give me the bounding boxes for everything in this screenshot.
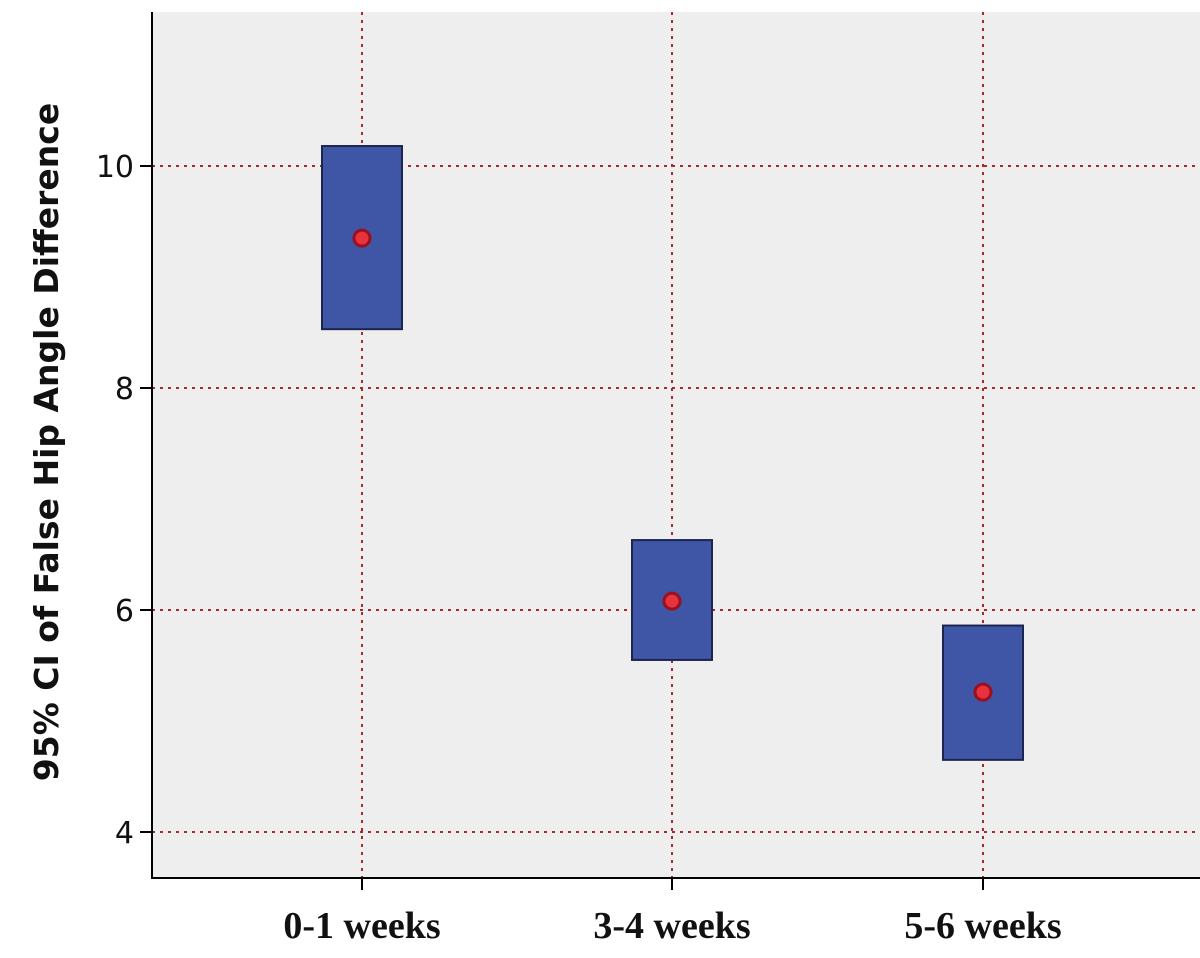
y-tick-label: 8 [115, 372, 134, 407]
mean-markers [352, 228, 993, 702]
mean-marker [352, 228, 372, 248]
plot-area [152, 12, 1200, 878]
y-tick-label: 10 [96, 150, 134, 185]
x-category-label: 5-6 weeks [904, 905, 1061, 947]
x-category-label: 0-1 weeks [283, 905, 440, 947]
y-tick-labels: 4 6 8 10 [96, 150, 134, 851]
mean-marker [973, 682, 993, 702]
mean-marker [662, 591, 682, 611]
y-tick-label: 6 [115, 594, 134, 629]
x-category-label: 3-4 weeks [593, 905, 750, 947]
axes [140, 12, 1200, 890]
y-tick-label: 4 [115, 816, 134, 851]
x-category-labels: 0-1 weeks 3-4 weeks 5-6 weeks [283, 905, 1061, 947]
y-axis-title: 95% CI of False Hip Angle Difference [27, 103, 66, 781]
